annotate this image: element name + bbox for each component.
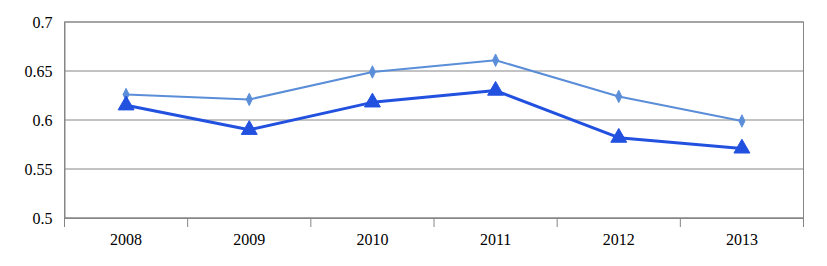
y-tick: 0.55 [25,161,65,178]
category-separator [803,218,804,227]
point [118,96,134,110]
grid [65,22,804,218]
point [611,128,627,142]
x-axis: 2008 2009 2010 2011 2012 2013 [65,218,805,248]
grid-line [65,169,804,170]
y-tick: 0.6 [33,112,65,129]
y-axis: 0.5 0.55 0.6 0.65 0.7 [25,14,66,227]
x-tick-label: 2010 [356,231,388,248]
plot: 0.5 0.55 0.6 0.65 0.7 2008 2009 2010 2011 2012 201… [25,14,805,249]
series-markers [123,54,745,127]
point [246,93,252,105]
point [241,121,257,135]
category-separator [557,218,558,227]
x-tick: 2009 [233,218,265,248]
grid-line [65,120,804,121]
chart: 0.5 0.55 0.6 0.65 0.7 2008 2009 2010 2011 2012 201… [0,0,827,266]
grid-line [65,71,804,72]
y-tick: 0.65 [25,63,65,80]
y-tick-label: 0.7 [33,14,53,31]
y-tick-label: 0.55 [25,161,53,178]
category-separator [310,218,311,227]
y-tick-label: 0.5 [33,210,53,227]
y-tick-label: 0.65 [25,63,53,80]
y-axis-line [65,23,66,219]
x-tick-label: 2012 [603,231,635,248]
series-markers [118,81,750,153]
x-tick: 2012 [603,218,635,248]
y-tick: 0.7 [33,14,65,31]
point [364,93,380,107]
category-separators [65,218,804,227]
plot-frame [65,22,804,218]
x-tick-label: 2011 [480,231,511,248]
series-line [126,60,742,121]
x-tick: 2013 [726,218,758,248]
x-tick-label: 2009 [233,231,265,248]
x-tick: 2011 [480,218,511,248]
category-separator [64,218,65,227]
category-separator [187,218,188,227]
category-separator [434,218,435,227]
marks [118,54,750,153]
x-tick: 2010 [356,218,388,248]
point [734,139,750,153]
x-tick: 2008 [110,218,142,248]
series-line [126,91,742,149]
point [488,81,504,95]
y-tick-label: 0.6 [33,112,53,129]
y-tick: 0.5 [33,210,65,227]
x-tick-label: 2013 [726,231,758,248]
point [616,90,622,102]
point [493,54,499,66]
point [739,115,745,127]
category-separator [680,218,681,227]
point [369,66,375,78]
x-tick-label: 2008 [110,231,142,248]
